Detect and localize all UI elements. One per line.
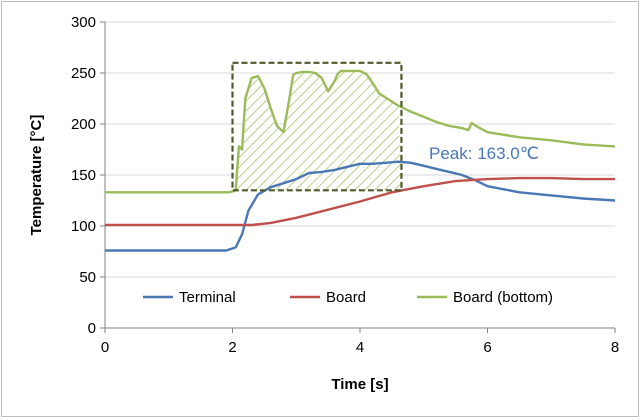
series-lines — [105, 69, 615, 252]
y-tick-label-5: 250 — [71, 65, 96, 82]
legend-label-0: Terminal — [179, 289, 236, 306]
tick-labels: 0 50 100 150 200 250 300 0 2 4 6 8 — [71, 14, 619, 356]
legend-label-2: Board (bottom) — [453, 289, 553, 306]
hatched-area — [232, 71, 402, 191]
x-tick-label-0: 0 — [101, 339, 109, 356]
peak-annotation: Peak: 163.0℃ — [429, 144, 539, 163]
x-tick-label-3: 6 — [483, 339, 491, 356]
x-tick-label-4: 8 — [611, 339, 619, 356]
x-tick-label-1: 2 — [228, 339, 236, 356]
y-tick-label-1: 50 — [79, 269, 96, 286]
axes — [100, 21, 616, 333]
legend: Terminal Board Board (bottom) — [143, 289, 553, 306]
x-axis-label: Time [s] — [331, 376, 388, 393]
x-tick-label-2: 4 — [356, 339, 364, 356]
y-tick-label-2: 100 — [71, 218, 96, 235]
y-tick-label-3: 150 — [71, 167, 96, 184]
highlight-rectangle — [231, 61, 403, 192]
series-line-1 — [105, 176, 615, 227]
legend-label-1: Board — [326, 289, 366, 306]
y-axis-label: Temperature [°C] — [28, 115, 45, 236]
y-tick-label-0: 0 — [88, 320, 96, 337]
y-tick-label-6: 300 — [71, 14, 96, 31]
hatched-region — [232, 71, 402, 191]
series-line-0 — [105, 160, 615, 252]
series-line-2 — [105, 69, 615, 194]
highlight-box — [231, 61, 403, 192]
y-tick-label-4: 200 — [71, 116, 96, 133]
